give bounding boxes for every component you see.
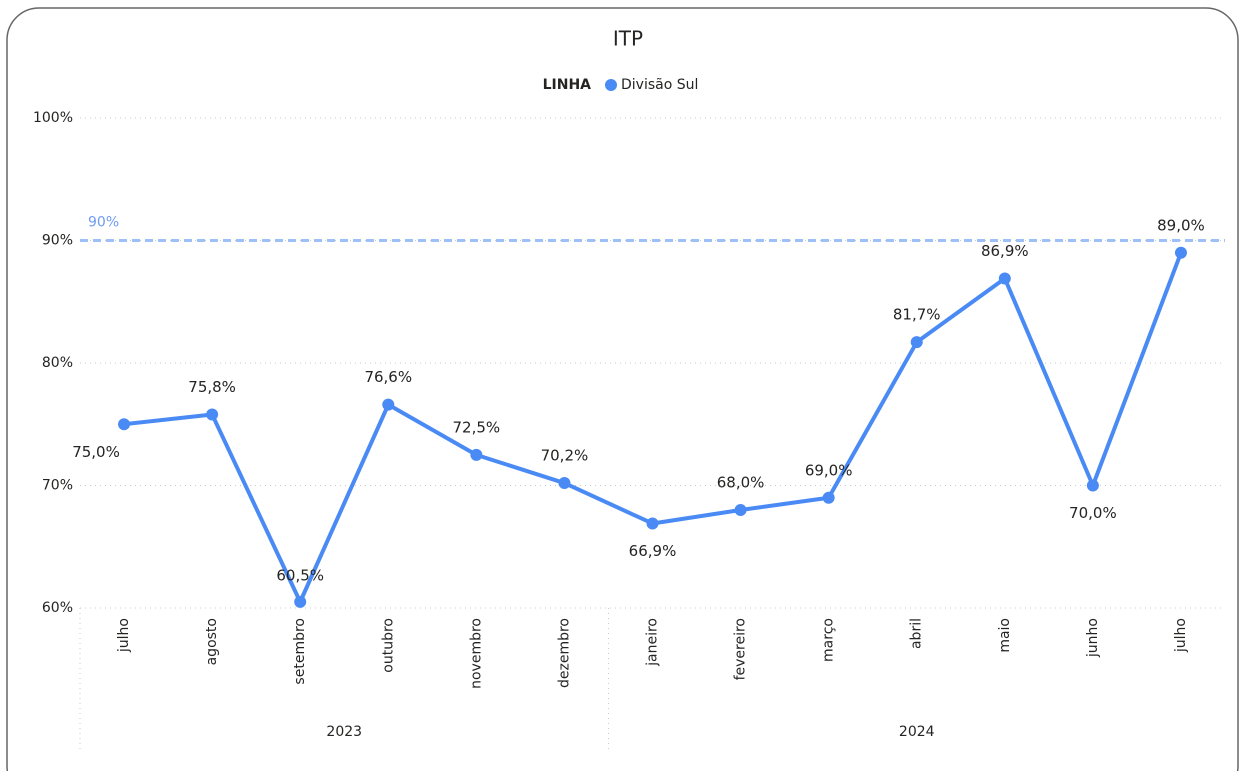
data-point bbox=[382, 398, 395, 411]
x-tick-label: julho bbox=[1173, 618, 1189, 653]
data-point bbox=[734, 504, 747, 516]
data-label: 76,6% bbox=[364, 368, 412, 386]
reference-label: 90% bbox=[88, 215, 119, 231]
data-label: 70,2% bbox=[541, 447, 589, 465]
data-label: 72,5% bbox=[453, 418, 501, 436]
legend-label: Divisão Sul bbox=[621, 77, 698, 93]
x-tick-label: março bbox=[821, 618, 837, 662]
data-label: 70,0% bbox=[1069, 504, 1117, 522]
legend-title: LINHA bbox=[543, 77, 592, 93]
data-label: 81,7% bbox=[893, 306, 941, 324]
data-point bbox=[910, 336, 923, 349]
x-tick-label: maio bbox=[997, 618, 1013, 653]
frame bbox=[6, 7, 1239, 771]
x-tick-label: fevereiro bbox=[733, 618, 749, 680]
data-point bbox=[206, 408, 219, 421]
y-tick-label: 70% bbox=[42, 478, 73, 494]
data-label: 75,0% bbox=[72, 443, 120, 461]
x-tick-label: abril bbox=[909, 618, 925, 649]
x-tick-label: setembro bbox=[292, 618, 308, 685]
data-label: 89,0% bbox=[1157, 216, 1205, 234]
y-tick-label: 80% bbox=[42, 355, 73, 371]
data-label: 75,8% bbox=[188, 378, 236, 396]
x-tick-label: dezembro bbox=[556, 618, 572, 688]
x-tick-label: janeiro bbox=[645, 618, 661, 667]
data-point bbox=[558, 477, 571, 490]
y-tick-label: 90% bbox=[42, 233, 73, 249]
data-point bbox=[470, 448, 483, 461]
data-label: 60,5% bbox=[276, 566, 324, 584]
data-point bbox=[822, 491, 835, 504]
x-tick-label: junho bbox=[1085, 618, 1101, 658]
data-point bbox=[118, 418, 131, 431]
x-tick-label: julho bbox=[116, 618, 132, 653]
x-tick-label: agosto bbox=[204, 618, 220, 665]
y-tick-label: 100% bbox=[33, 110, 73, 126]
data-point bbox=[1174, 246, 1187, 259]
data-point bbox=[646, 517, 659, 530]
x-group-label: 2023 bbox=[326, 724, 362, 740]
data-label: 69,0% bbox=[805, 461, 853, 479]
x-group-label: 2024 bbox=[899, 724, 935, 740]
legend-marker bbox=[605, 79, 617, 91]
data-label: 86,9% bbox=[981, 242, 1029, 260]
x-tick-label: outubro bbox=[380, 618, 396, 673]
data-point bbox=[294, 595, 307, 608]
data-point bbox=[1086, 479, 1099, 492]
data-label: 66,9% bbox=[629, 542, 677, 560]
y-tick-label: 60% bbox=[42, 600, 73, 616]
data-point bbox=[998, 272, 1011, 285]
chart-title: ITP bbox=[613, 27, 643, 51]
data-label: 68,0% bbox=[717, 474, 765, 492]
x-tick-label: novembro bbox=[468, 618, 484, 689]
